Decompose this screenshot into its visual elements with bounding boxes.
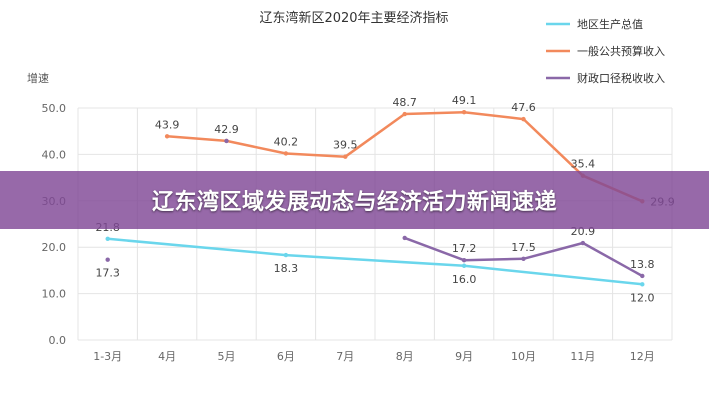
data-label: 35.4 <box>571 158 596 171</box>
data-label: 17.5 <box>511 241 536 254</box>
series-layer <box>105 109 645 287</box>
data-point-series-1 <box>105 236 110 242</box>
data-point-series-3 <box>580 240 586 246</box>
headline-banner: 辽东湾区域发展动态与经济活力新闻速递 <box>0 171 709 229</box>
data-label: 43.9 <box>155 118 180 131</box>
x-tick-label: 11月 <box>570 350 595 363</box>
legend-label-2: 一般公共预算收入 <box>577 44 665 58</box>
data-label: 17.3 <box>95 267 120 280</box>
data-label: 48.7 <box>392 96 417 109</box>
data-point-series-3 <box>521 256 526 261</box>
chart-title: 辽东湾新区2020年主要经济指标 <box>259 10 448 26</box>
data-point-series-3 <box>224 138 229 144</box>
x-tick-label: 12月 <box>630 350 655 363</box>
series-line-1 <box>106 237 644 286</box>
data-label: 40.2 <box>274 135 299 148</box>
data-label: 47.6 <box>511 101 536 114</box>
data-point-series-1 <box>283 252 289 258</box>
x-tick-label: 9月 <box>455 350 473 363</box>
data-point-series-2 <box>283 151 289 156</box>
data-point-series-2 <box>164 134 170 139</box>
x-tick-label: 10月 <box>511 350 536 363</box>
data-label: 12.0 <box>630 291 655 304</box>
y-tick-label: 0.0 <box>49 334 67 347</box>
x-tick-label: 5月 <box>218 350 236 363</box>
legend-label-3: 财政口径税收收入 <box>577 71 665 85</box>
x-tick-label: 8月 <box>396 350 414 363</box>
y-axis-label: 增速 <box>27 71 49 85</box>
x-tick-label: 1-3月 <box>93 350 122 363</box>
data-point-series-3 <box>461 257 467 263</box>
data-point-series-2 <box>461 109 467 115</box>
y-tick-label: 50.0 <box>42 102 67 115</box>
data-point-series-1 <box>461 263 467 268</box>
data-point-series-2 <box>402 111 407 117</box>
headline-text: 辽东湾区域发展动态与经济活力新闻速递 <box>151 190 557 215</box>
data-point-series-3 <box>402 235 407 241</box>
y-tick-label: 10.0 <box>42 288 67 301</box>
data-point-series-1 <box>640 282 645 287</box>
data-label: 49.1 <box>452 94 477 107</box>
data-point-series-2 <box>343 154 348 159</box>
x-tick-label: 7月 <box>336 350 354 363</box>
data-label: 42.9 <box>214 123 239 136</box>
x-tick-label: 4月 <box>158 350 176 363</box>
x-tick-label: 6月 <box>277 350 295 363</box>
axis-layer: 0.010.020.030.040.050.01-3月4月5月6月7月8月9月1… <box>42 102 655 363</box>
data-label: 18.3 <box>274 262 299 275</box>
data-point-series-2 <box>521 116 526 122</box>
data-point-series-3 <box>640 273 645 279</box>
data-label: 13.8 <box>630 258 655 271</box>
y-tick-label: 40.0 <box>42 148 67 161</box>
data-point-series-3 <box>105 257 110 262</box>
legend-label-1: 地区生产总值 <box>577 17 643 31</box>
y-tick-label: 20.0 <box>42 241 67 254</box>
data-label: 16.0 <box>452 273 477 286</box>
data-label: 17.2 <box>452 242 477 255</box>
data-label: 39.5 <box>333 139 358 152</box>
